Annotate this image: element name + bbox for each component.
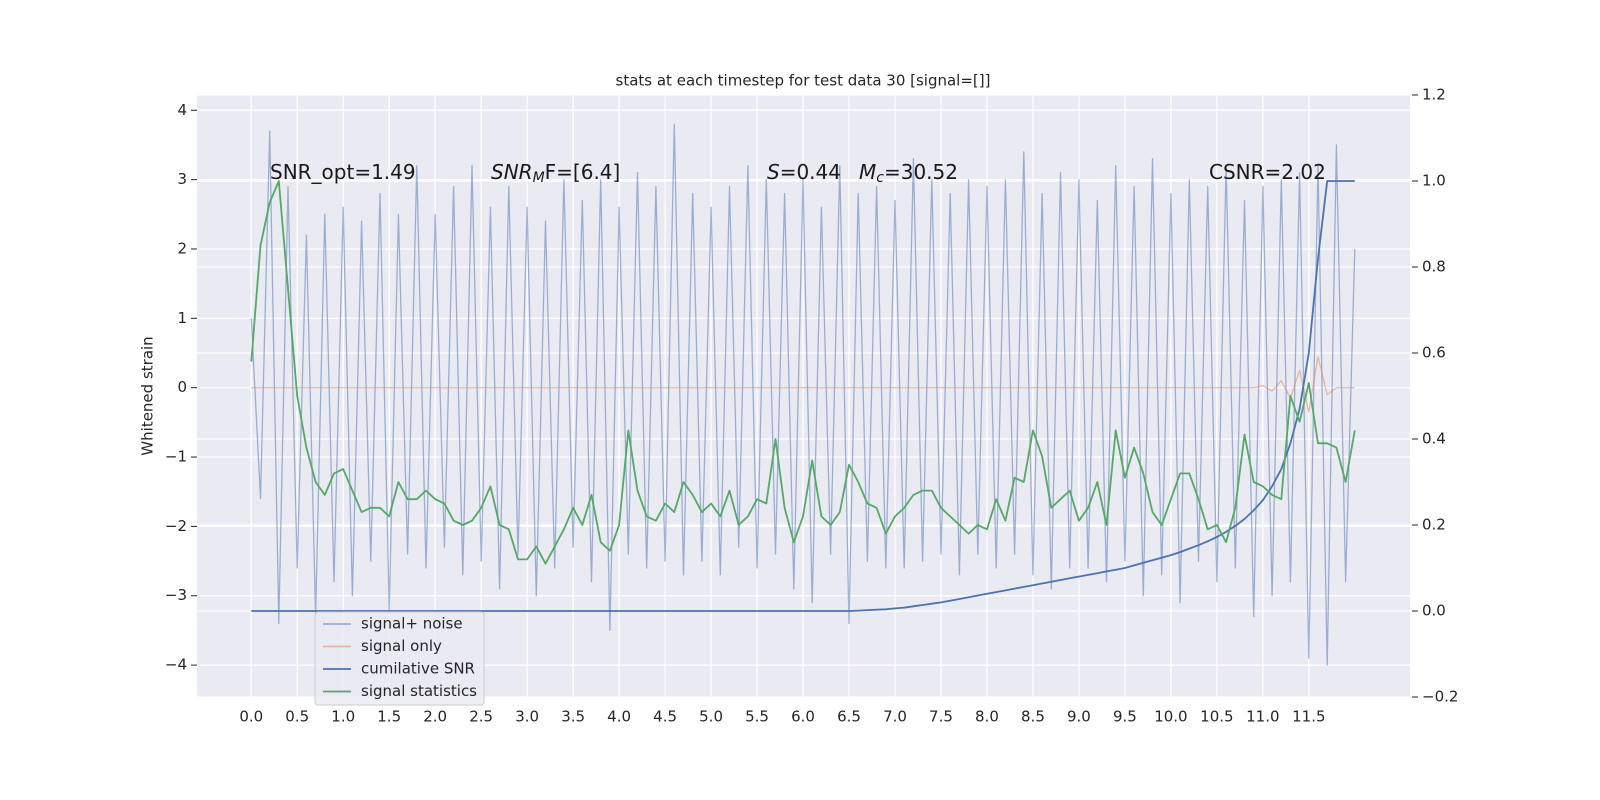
x-tick-label: 4.5 <box>653 708 677 726</box>
x-tick-label: 1.5 <box>377 708 401 726</box>
annotation: S=0.44 <box>767 160 841 184</box>
y2-tick-label: 0.6 <box>1422 344 1446 362</box>
legend-box <box>314 611 485 706</box>
x-tick-label: 9.5 <box>1113 708 1137 726</box>
x-tick-label: 5.5 <box>745 708 769 726</box>
y-tick-label: 0 <box>177 378 187 396</box>
x-tick-label: 11.0 <box>1246 708 1279 726</box>
y2-tick-label: 1.0 <box>1422 172 1446 190</box>
y-tick-label: −4 <box>165 656 187 674</box>
x-tick-label: 8.0 <box>975 708 999 726</box>
x-tick-label: 11.5 <box>1292 708 1325 726</box>
y-tick-label: −3 <box>165 586 187 604</box>
y2-tick-label: 0.4 <box>1422 430 1446 448</box>
annotation-part: F=[6.4] <box>545 160 621 184</box>
x-tick-label: 4.0 <box>607 708 631 726</box>
y-tick-label: −2 <box>165 517 187 535</box>
annotation: CSNR=2.02 <box>1209 160 1326 184</box>
annotation-part: =0.44 <box>780 160 841 184</box>
y-tick-label: −1 <box>165 448 187 466</box>
x-tick-label: 9.0 <box>1067 708 1091 726</box>
y-tick-label: 1 <box>177 309 187 327</box>
series-line <box>251 180 1355 612</box>
legend-label: signal statistics <box>361 682 477 700</box>
x-tick-label: 5.0 <box>699 708 723 726</box>
y2-tick-label: −0.2 <box>1422 688 1458 706</box>
legend-label: signal+ noise <box>361 615 463 633</box>
legend-label: signal only <box>361 637 442 655</box>
x-tick-label: 3.0 <box>515 708 539 726</box>
annotation-part: SNR_opt=1.49 <box>270 160 416 184</box>
y-tick-label: 4 <box>177 101 187 119</box>
x-tick-label: 1.0 <box>331 708 355 726</box>
series-line <box>251 355 1355 413</box>
x-tick-label: 0.5 <box>285 708 309 726</box>
x-tick-label: 8.5 <box>1021 708 1045 726</box>
x-tick-label: 7.0 <box>883 708 907 726</box>
legend-label: cumilative SNR <box>361 660 475 678</box>
x-tick-label: 10.5 <box>1200 708 1233 726</box>
y2-tick-label: 0.0 <box>1422 602 1446 620</box>
chart-title: stats at each timestep for test data 30 … <box>616 72 991 90</box>
annotation-part: M <box>533 170 545 186</box>
series-line <box>250 180 1356 565</box>
annotation-part: S <box>767 160 780 184</box>
x-tick-label: 10.0 <box>1154 708 1187 726</box>
y2-tick-label: 0.2 <box>1422 516 1446 534</box>
annotation: SNR_opt=1.49 <box>270 160 416 184</box>
x-tick-label: 7.5 <box>929 708 953 726</box>
annotation-part: SNR <box>491 160 533 184</box>
x-tick-label: 6.0 <box>791 708 815 726</box>
annotation-part: CSNR=2.02 <box>1209 160 1326 184</box>
y-tick-label: 2 <box>177 239 187 257</box>
annotation: Mc=30.52 <box>859 160 958 187</box>
x-tick-label: 6.5 <box>837 708 861 726</box>
annotation-part: c <box>876 170 884 186</box>
y2-tick-label: 0.8 <box>1422 258 1446 276</box>
x-tick-label: 2.5 <box>469 708 493 726</box>
annotation-part: =30.52 <box>884 160 958 184</box>
y-axis-label: Whitened strain <box>139 336 157 455</box>
x-tick-label: 2.0 <box>423 708 447 726</box>
series-line <box>250 123 1356 666</box>
x-tick-label: 0.0 <box>239 708 263 726</box>
x-tick-label: 3.5 <box>561 708 585 726</box>
annotation-part: M <box>859 160 876 184</box>
annotation: SNRMF=[6.4] <box>491 160 620 187</box>
y2-tick-label: 1.2 <box>1422 86 1446 104</box>
y-tick-label: 3 <box>177 170 187 188</box>
